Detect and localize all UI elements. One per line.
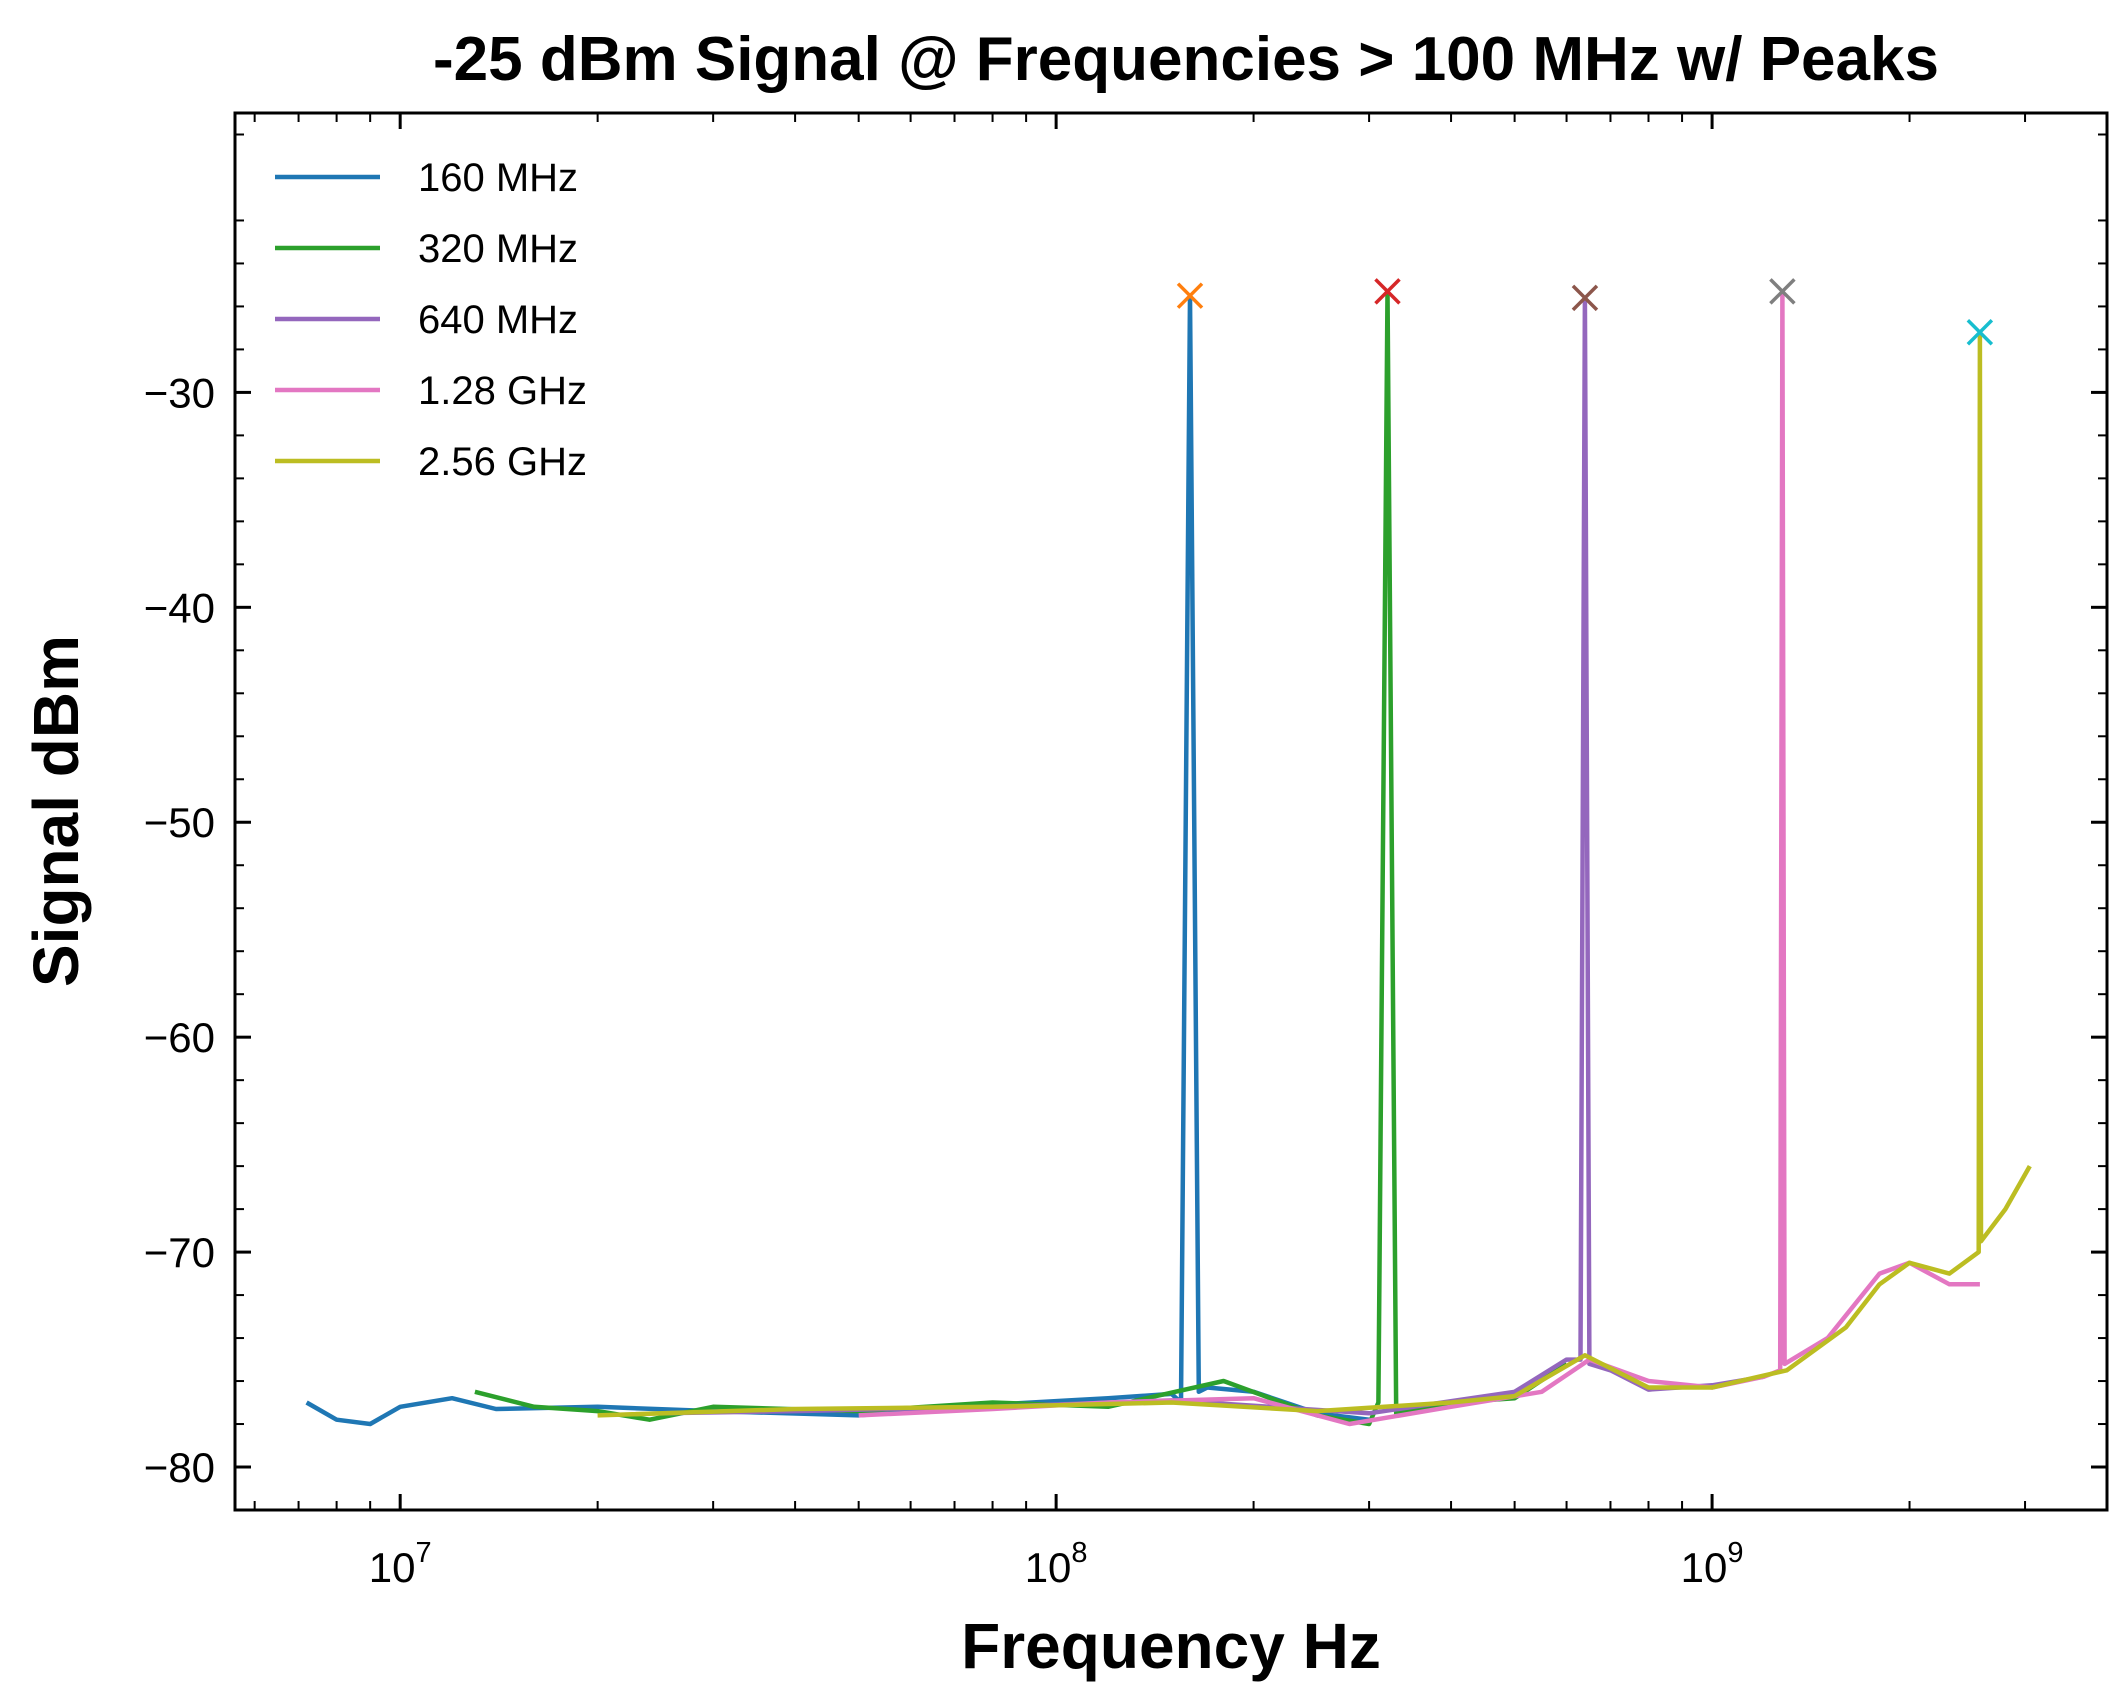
- series-line-2: [474, 289, 1568, 1427]
- legend: 160 MHz 320 MHz 640 MHz 1.28 GHz 2.56 GHz: [275, 156, 587, 484]
- peak-marker-5: [1966, 318, 1994, 346]
- x-axis-label: Frequency Hz: [961, 1610, 1381, 1682]
- peak-marker-layer: [1176, 278, 1994, 346]
- legend-label: 160 MHz: [418, 156, 578, 200]
- y-tick-label-6: −80: [144, 1444, 215, 1491]
- peak-marker-3: [1571, 284, 1599, 312]
- legend-entry-1: 160 MHz: [275, 156, 578, 200]
- legend-label: 320 MHz: [418, 227, 578, 271]
- peak-marker-2: [1374, 278, 1401, 305]
- y-tick-label-4: −60: [144, 1014, 215, 1061]
- x-tick-label-2: 108: [1025, 1537, 1088, 1591]
- legend-label: 1.28 GHz: [418, 369, 587, 413]
- y-tick-label-3: −50: [144, 799, 215, 846]
- series-layer: [305, 289, 2032, 1427]
- legend-entry-4: 1.28 GHz: [275, 369, 587, 413]
- y-tick-label-2: −40: [144, 584, 215, 631]
- legend-entry-3: 640 MHz: [275, 298, 578, 342]
- x-tick-label-3: 109: [1681, 1537, 1744, 1591]
- chart-title: -25 dBm Signal @ Frequencies > 100 MHz w…: [433, 25, 1939, 94]
- legend-label: 2.56 GHz: [418, 440, 587, 484]
- peak-marker-1: [1176, 282, 1204, 309]
- legend-entry-5: 2.56 GHz: [275, 440, 587, 484]
- y-tick-label-1: −30: [144, 369, 215, 416]
- ticks-layer: 107 108 109 −30 −40 −50 −60 −70 −80: [144, 113, 2108, 1591]
- y-axis-label: Signal dBm: [20, 635, 92, 987]
- peak-marker-4: [1769, 278, 1796, 305]
- legend-label: 640 MHz: [418, 298, 578, 342]
- legend-entry-2: 320 MHz: [275, 227, 578, 271]
- x-tick-label-1: 107: [369, 1537, 432, 1591]
- series-line-5: [597, 329, 2032, 1418]
- plot-frame: [233, 111, 2109, 1512]
- y-tick-label-5: −70: [144, 1229, 215, 1276]
